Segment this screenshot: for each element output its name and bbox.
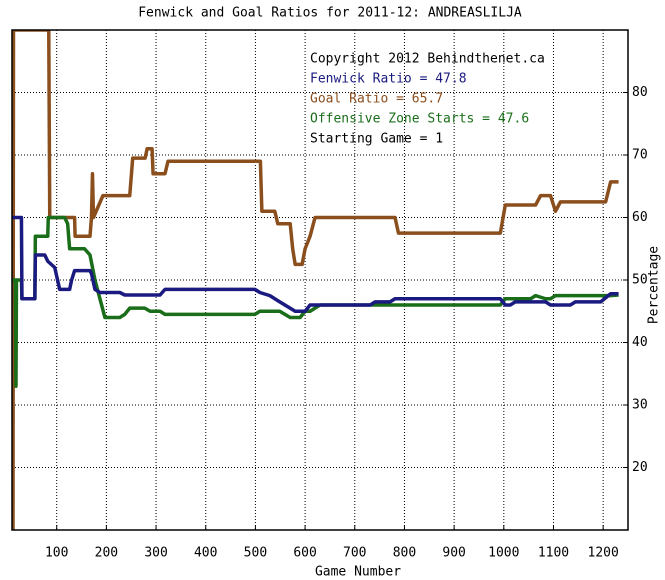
chart-title: Fenwick and Goal Ratios for 2011-12: AND… [138,6,522,21]
x-tick-label: 400 [194,546,217,561]
x-tick-label: 1100 [538,546,569,561]
x-axis-label: Game Number [315,565,401,580]
annotation: Fenwick Ratio = 47.8 [310,72,467,87]
y-tick-label: 80 [632,85,648,100]
y-axis-label: Percentage [647,246,662,324]
x-tick-label: 1200 [588,546,619,561]
x-tick-label: 600 [293,546,316,561]
y-tick-label: 30 [632,398,648,413]
y-tick-label: 40 [632,335,648,350]
series-line [12,215,619,388]
annotation: Starting Game = 1 [310,132,443,147]
plot-frame [11,29,629,531]
y-tick-label: 70 [632,148,648,163]
x-tick-label: 1000 [488,546,519,561]
series-line [12,30,619,530]
x-tick-label: 700 [343,546,366,561]
x-tick-label: 800 [393,546,416,561]
y-tick-label: 60 [632,210,648,225]
annotation: Copyright 2012 Behindthenet.ca [310,52,545,67]
annotation: Offensive Zone Starts = 47.6 [310,112,529,127]
x-tick-label: 500 [244,546,267,561]
annotation: Goal Ratio = 65.7 [310,92,443,107]
x-tick-label: 300 [144,546,167,561]
x-tick-label: 900 [442,546,465,561]
plot-lines [12,30,619,530]
x-tick-label: 200 [95,546,118,561]
x-tick-label: 100 [45,546,68,561]
series-line [12,215,619,313]
y-tick-label: 20 [632,460,648,475]
grid [12,30,628,530]
y-tick-label: 50 [632,273,648,288]
